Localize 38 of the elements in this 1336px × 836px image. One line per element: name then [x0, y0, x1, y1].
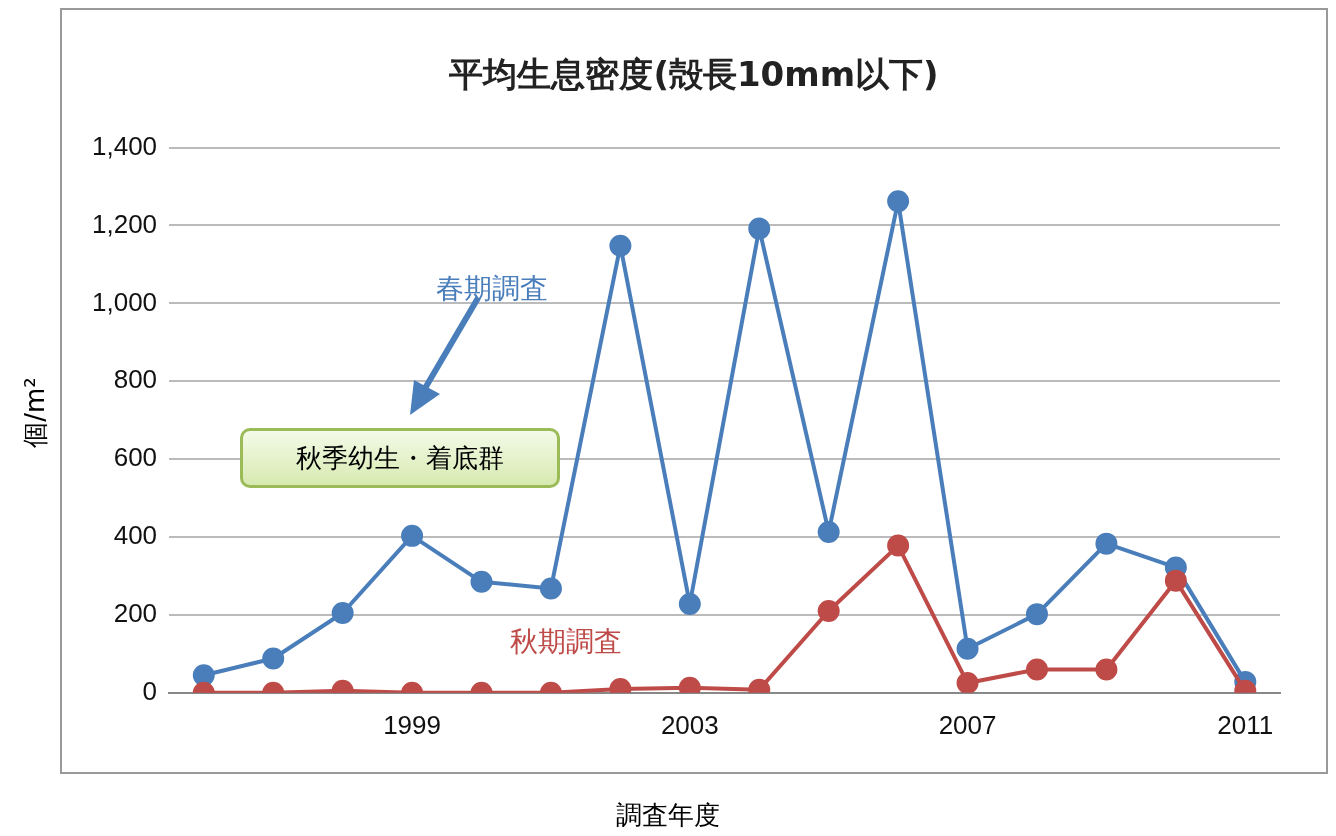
point: [609, 234, 632, 257]
point: [470, 570, 493, 593]
point: [817, 520, 840, 543]
chart-title: 平均生息密度(殻長10mm以下): [448, 53, 940, 96]
x-tick-label: 1999: [383, 709, 441, 740]
point: [1164, 569, 1187, 592]
y-tick-label: 1,400: [91, 130, 158, 161]
y-tick-label: 1,000: [91, 286, 158, 317]
point: [956, 637, 979, 660]
x-tick-label: 2003: [660, 709, 719, 740]
point: [262, 647, 285, 670]
point: [1025, 603, 1048, 626]
point: [748, 217, 771, 240]
y-tick-label: 0: [142, 675, 158, 706]
point: [1095, 532, 1118, 555]
text: 春期調査: [435, 271, 548, 305]
callout-box: 秋季幼生・着底群: [240, 428, 560, 488]
point: [887, 534, 910, 557]
x-tick-label: 2011: [1217, 709, 1274, 740]
y-tick-label: 600: [113, 442, 158, 473]
point: [1095, 658, 1118, 681]
y-tick-label: 800: [113, 364, 158, 395]
point: [192, 664, 215, 687]
y-axis-title: 個/m²: [18, 376, 51, 450]
x-axis-title: 調査年度: [615, 799, 721, 832]
y-tick-label: 200: [113, 598, 158, 629]
point: [401, 524, 424, 547]
point: [331, 601, 354, 624]
point: [1025, 658, 1048, 681]
y-tick-label: 1,200: [91, 208, 158, 239]
point: [887, 190, 910, 213]
x-tick-label: 2007: [938, 709, 997, 740]
point: [817, 600, 840, 623]
y-tick-label: 400: [113, 520, 158, 551]
series-label: 秋期調査: [509, 624, 622, 658]
point: [678, 593, 701, 616]
point: [539, 577, 562, 600]
point: [956, 672, 979, 693]
